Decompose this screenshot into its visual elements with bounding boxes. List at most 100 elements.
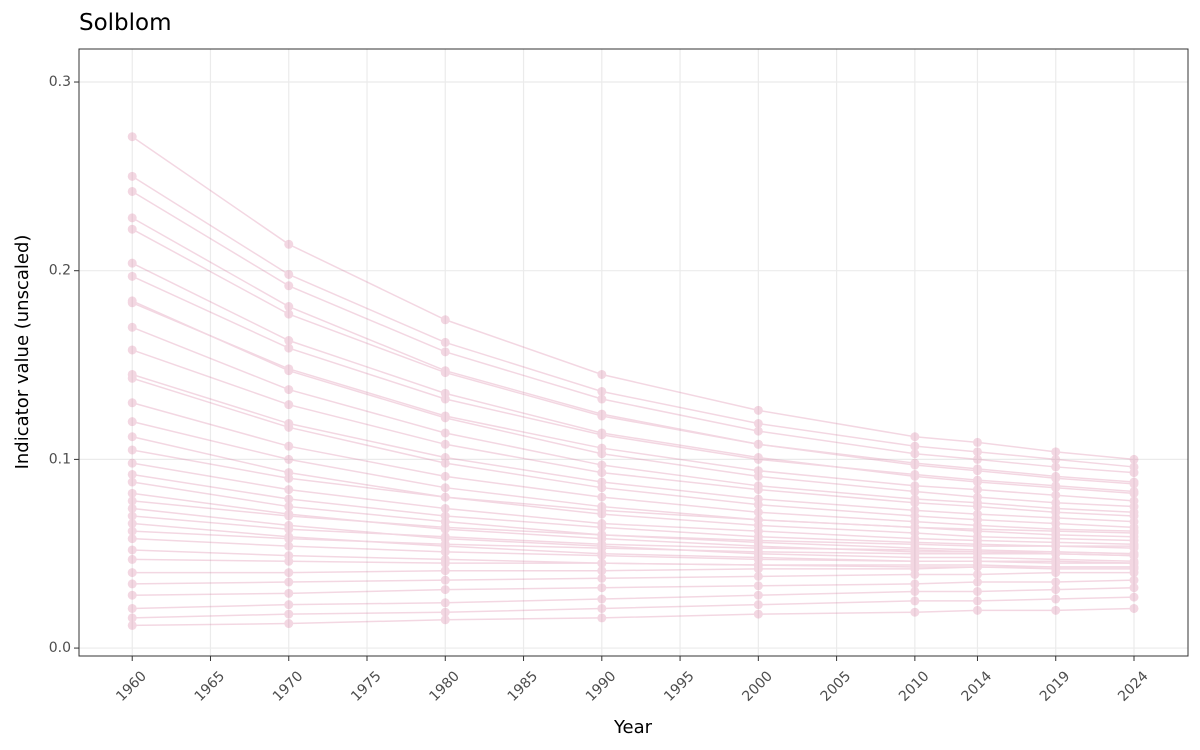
data-point xyxy=(284,588,294,598)
data-point xyxy=(1051,547,1061,557)
x-tick-label: 1965 xyxy=(192,668,229,705)
x-tick-label: 1990 xyxy=(583,668,620,705)
data-point xyxy=(127,432,137,442)
series-line xyxy=(132,473,1134,547)
data-point xyxy=(910,569,920,579)
data-point xyxy=(910,522,920,532)
data-point xyxy=(597,468,607,478)
series-line xyxy=(132,462,1135,546)
data-point xyxy=(753,537,763,547)
series-line xyxy=(132,530,1135,557)
data-point xyxy=(753,536,763,546)
data-point xyxy=(1129,562,1139,572)
data-point xyxy=(127,554,137,564)
data-point xyxy=(1051,526,1061,536)
data-point xyxy=(597,411,607,421)
data-point xyxy=(440,492,450,502)
series-line xyxy=(132,522,1134,564)
data-point xyxy=(1051,594,1061,604)
data-point xyxy=(127,590,137,600)
data-point xyxy=(972,515,982,525)
data-point xyxy=(284,269,294,279)
series-line xyxy=(132,481,1135,555)
data-point xyxy=(910,534,920,544)
data-point xyxy=(127,322,137,332)
series-line xyxy=(132,402,1135,532)
data-point xyxy=(910,460,920,470)
data-point xyxy=(440,413,450,423)
data-point xyxy=(972,605,982,615)
data-point xyxy=(972,553,982,563)
data-point xyxy=(284,520,294,530)
data-point xyxy=(1051,524,1061,534)
data-point xyxy=(597,409,607,419)
data-point xyxy=(127,398,137,408)
data-point xyxy=(284,502,294,512)
data-point xyxy=(1129,532,1139,542)
data-point xyxy=(597,428,607,438)
data-point xyxy=(127,373,137,383)
data-point xyxy=(972,502,982,512)
data-point xyxy=(440,615,450,625)
data-point xyxy=(127,132,137,142)
data-point xyxy=(910,511,920,521)
data-point xyxy=(440,532,450,542)
data-point xyxy=(1129,556,1139,566)
data-point xyxy=(127,298,137,308)
data-point xyxy=(753,405,763,415)
data-point xyxy=(1051,605,1061,615)
series-line xyxy=(132,436,1135,542)
data-point xyxy=(440,388,450,398)
data-point xyxy=(753,485,763,495)
data-point xyxy=(284,281,294,291)
data-point xyxy=(127,511,137,521)
data-point xyxy=(284,485,294,495)
data-point xyxy=(440,347,450,357)
data-point xyxy=(127,369,137,379)
data-point xyxy=(1129,507,1139,517)
data-point xyxy=(753,581,763,591)
data-point xyxy=(127,271,137,281)
data-point xyxy=(284,385,294,395)
data-point xyxy=(284,239,294,249)
data-point xyxy=(597,522,607,532)
data-point xyxy=(1129,522,1139,532)
data-point xyxy=(1129,551,1139,561)
data-point xyxy=(910,486,920,496)
data-point xyxy=(753,600,763,610)
data-point xyxy=(1129,558,1139,568)
data-point xyxy=(753,471,763,481)
x-tick-label: 1970 xyxy=(270,668,307,705)
data-point xyxy=(1129,511,1139,521)
data-point xyxy=(1051,585,1061,595)
data-point xyxy=(753,426,763,436)
data-point xyxy=(972,541,982,551)
data-point xyxy=(597,558,607,568)
series-line xyxy=(132,500,1135,549)
data-point xyxy=(440,411,450,421)
series-line xyxy=(131,300,1135,508)
data-point xyxy=(127,568,137,578)
data-point xyxy=(753,439,763,449)
x-tick-label: 1985 xyxy=(505,668,542,705)
data-point xyxy=(597,492,607,502)
data-point xyxy=(1129,517,1139,527)
series-line xyxy=(132,492,1135,557)
data-point xyxy=(127,534,137,544)
data-point xyxy=(1051,530,1061,540)
data-point xyxy=(597,558,607,568)
data-point xyxy=(910,545,920,555)
data-point xyxy=(284,441,294,451)
data-point xyxy=(440,547,450,557)
data-point xyxy=(1051,564,1061,574)
data-point xyxy=(1129,583,1139,593)
data-point xyxy=(1051,562,1061,572)
series-line xyxy=(132,507,1135,563)
data-point xyxy=(440,517,450,527)
data-point xyxy=(753,515,763,525)
data-point xyxy=(127,526,137,536)
data-point xyxy=(910,562,920,572)
data-point xyxy=(753,453,763,463)
data-point xyxy=(1051,554,1061,564)
